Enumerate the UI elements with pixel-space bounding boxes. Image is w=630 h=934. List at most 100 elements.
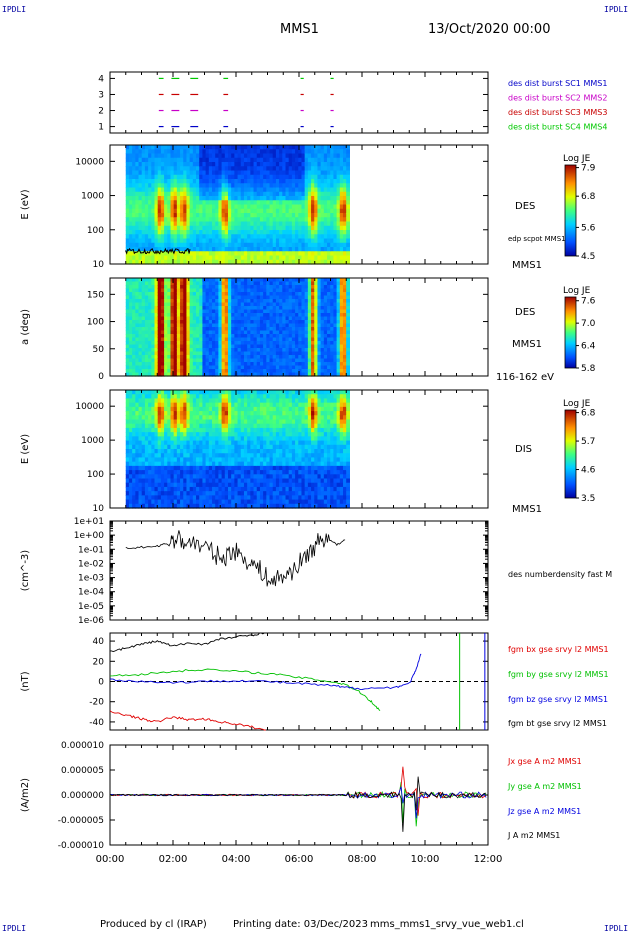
heatmap-cell [231, 259, 235, 265]
heatmap-cell [192, 170, 197, 176]
heatmap-cell [323, 295, 328, 300]
heatmap-cell [148, 427, 152, 433]
heatmap-cell [218, 330, 223, 335]
heatmap-cell [311, 162, 315, 167]
heatmap-cell [288, 149, 293, 155]
heatmap-cell [285, 217, 290, 223]
heatmap-cell [157, 362, 162, 367]
heatmap-cell [259, 323, 264, 328]
heatmap-cell [157, 334, 162, 339]
heatmap-cell [132, 415, 136, 421]
heatmap-cell [291, 251, 296, 257]
heatmap-cell [221, 358, 226, 363]
heatmap-cell [243, 162, 248, 167]
heatmap-cell [291, 316, 296, 321]
heatmap-cell [218, 157, 223, 163]
heatmap-cell [173, 440, 178, 446]
heatmap-cell [320, 302, 325, 307]
heatmap-cell [218, 398, 223, 404]
heatmap-cell [339, 251, 344, 257]
heatmap-cell [272, 255, 277, 261]
heatmap-cell [237, 330, 242, 335]
heatmap-cell [148, 309, 152, 314]
heatmap-cell [180, 369, 184, 374]
heatmap-cell [218, 351, 223, 356]
heatmap-cell [157, 419, 162, 425]
heatmap-cell [212, 316, 216, 321]
heatmap-cell [221, 174, 226, 180]
heatmap-cell [317, 299, 322, 304]
heatmap-cell [221, 183, 226, 189]
heatmap-cell [291, 320, 296, 325]
heatmap-cell [243, 213, 248, 218]
heatmap-cell [250, 259, 255, 265]
heatmap-cell [224, 323, 229, 328]
heatmap-cell [189, 153, 194, 159]
heatmap-cell [282, 362, 287, 367]
heatmap-cell [196, 337, 200, 342]
heatmap-cell [135, 320, 140, 325]
heatmap-cell [154, 247, 159, 252]
heatmap-cell [320, 242, 325, 248]
heatmap-cell [157, 196, 162, 201]
heatmap-cell [132, 369, 136, 374]
heatmap-cell [253, 278, 258, 283]
heatmap-cell [173, 436, 178, 442]
heatmap-cell [317, 369, 322, 374]
heatmap-cell [164, 503, 168, 509]
heatmap-cell [301, 259, 306, 265]
heatmap-cell [183, 200, 188, 206]
heatmap-cell [311, 213, 315, 218]
heatmap-cell [125, 162, 130, 167]
heatmap-cell [259, 351, 264, 356]
heatmap-cell [189, 306, 194, 311]
heatmap-cell [160, 191, 165, 197]
heatmap-cell [176, 299, 181, 304]
heatmap-cell [336, 217, 341, 223]
heatmap-cell [212, 503, 216, 509]
heatmap-cell [227, 162, 232, 167]
heatmap-cell [275, 234, 280, 240]
heatmap-cell [272, 145, 277, 150]
heatmap-cell [180, 309, 184, 314]
heatmap-cell [231, 225, 235, 231]
heatmap-cell [311, 372, 315, 377]
heatmap-cell [205, 478, 210, 484]
heatmap-cell [167, 341, 172, 346]
heatmap-cell [311, 306, 315, 311]
heatmap-cell [346, 313, 350, 318]
heatmap-cell [275, 166, 280, 172]
heatmap-cell [243, 344, 248, 349]
heatmap-cell [279, 153, 283, 159]
heatmap-cell [199, 419, 204, 425]
heatmap-cell [346, 306, 350, 311]
heatmap-cell [301, 323, 306, 328]
heatmap-cell [333, 281, 338, 286]
heatmap-cell [231, 196, 235, 201]
heatmap-cell [176, 225, 181, 231]
heatmap-cell [164, 170, 168, 176]
heatmap-cell [144, 278, 149, 283]
heatmap-cell [288, 247, 293, 252]
heatmap-cell [212, 402, 216, 408]
heatmap-cell [160, 183, 165, 189]
heatmap-cell [199, 423, 204, 429]
heatmap-cell [196, 482, 200, 488]
heatmap-cell [125, 358, 130, 363]
heatmap-cell [167, 320, 172, 325]
heatmap-cell [167, 453, 172, 459]
heatmap-cell [317, 362, 322, 367]
heatmap-cell [151, 355, 156, 360]
heatmap-cell [128, 174, 133, 180]
heatmap-cell [333, 278, 338, 283]
heatmap-cell [199, 255, 204, 261]
heatmap-cell [128, 166, 133, 172]
heatmap-cell [336, 179, 341, 184]
heatmap-cell [141, 170, 146, 176]
heatmap-cell [205, 334, 210, 339]
heatmap-cell [199, 213, 204, 218]
heatmap-cell [282, 372, 287, 377]
heatmap-cell [196, 461, 200, 467]
heatmap-cell [167, 288, 172, 293]
heatmap-cell [330, 217, 335, 223]
